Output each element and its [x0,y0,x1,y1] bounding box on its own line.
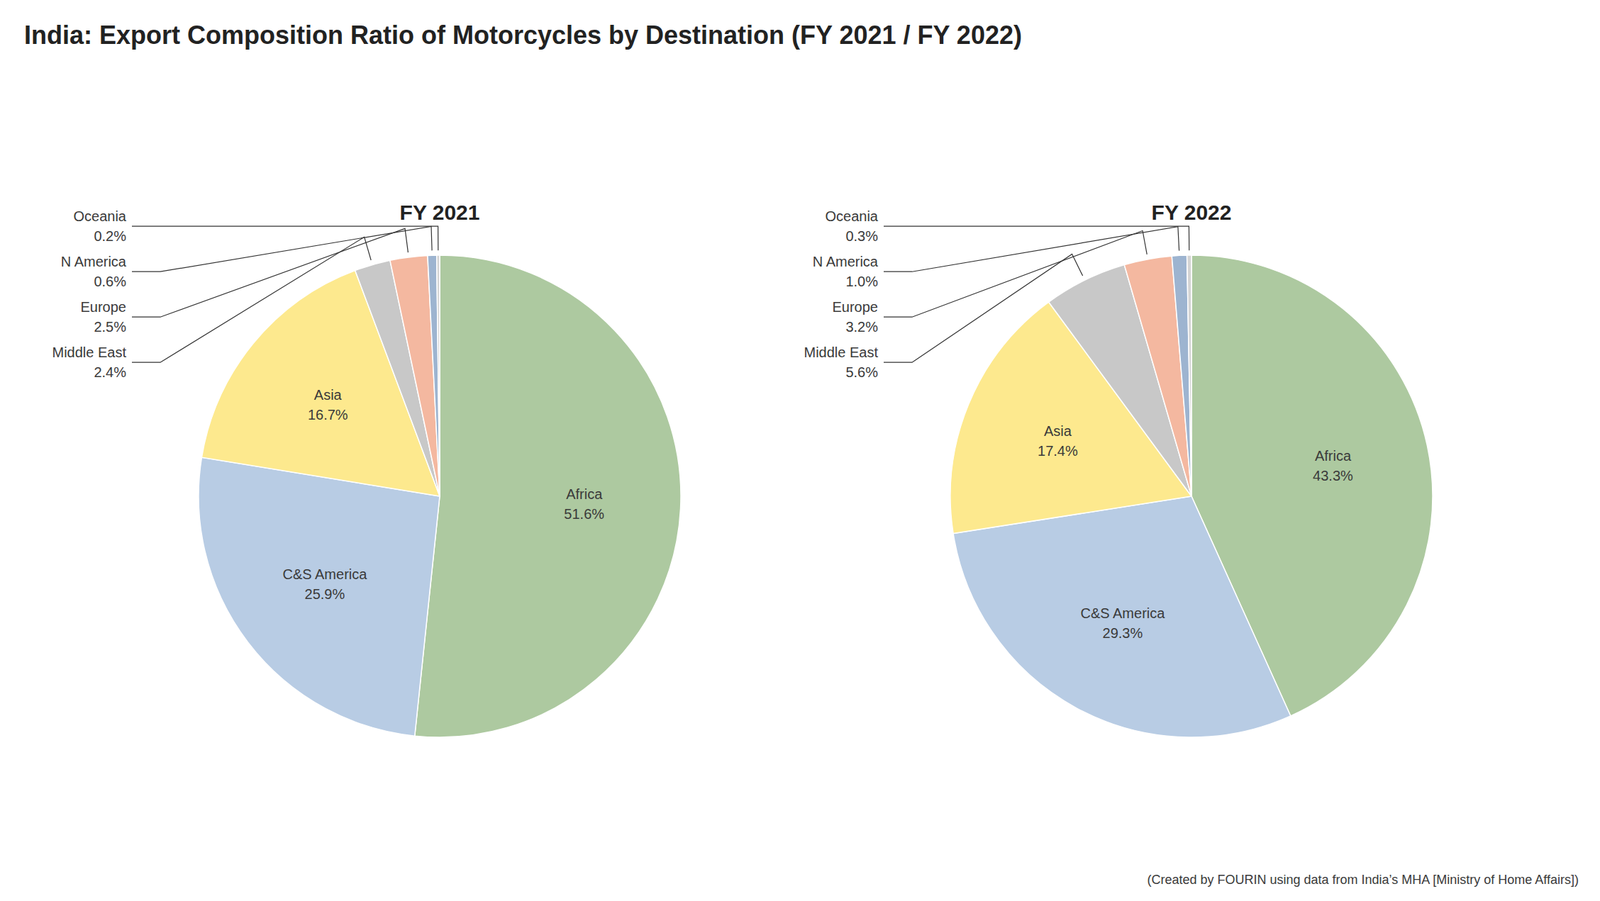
slice [1187,255,1192,497]
label-value: 0.3% [845,228,879,244]
label-category: Oceania [825,208,879,225]
chart-canvas: India: Export Composition Ratio of Motor… [0,0,1600,901]
data-label: C&S America 25.9% [282,566,368,603]
label-value: 3.2% [845,319,879,335]
slice [953,496,1291,738]
data-label: Asia 17.4% [1037,423,1079,459]
data-label: Africa 51.6% [563,486,605,522]
label-value: 25.9% [304,586,346,603]
label-category: C&S America [1080,605,1166,622]
label-value: 1.0% [845,273,879,290]
label-category: N America [812,253,879,270]
label-value: 0.2% [93,228,127,244]
label-category: Asia [1043,423,1073,440]
label-category: N America [60,253,127,270]
label-value: 2.5% [93,319,127,335]
slice [390,255,440,497]
label-category: Africa [1314,448,1352,464]
leader-line [131,228,408,318]
data-labels: Africa 43.3% C&S America 29.3% Asia 17.4% Ocea… [804,208,1354,642]
label-category: Europe [80,299,127,315]
leader-line [131,236,371,363]
label-category: C&S America [282,566,368,583]
label-value: 43.3% [1312,468,1354,484]
slice [427,255,440,497]
leader-line [883,226,1190,251]
label-category: Middle East [804,344,879,361]
label-category: Middle East [52,344,127,361]
label-category: Europe [832,299,879,315]
label-value: 17.4% [1037,443,1079,459]
data-label: Africa 43.3% [1312,448,1354,484]
slice [436,255,440,497]
data-label: Oceania 0.2% [73,208,127,244]
data-label: C&S America 29.3% [1080,605,1166,642]
slice [198,457,440,737]
background [0,0,1600,901]
slice [414,255,681,738]
data-label: Middle East 2.4% [52,344,127,381]
pie-chart: FY 2022 Africa 43.3% C&S America 29.3% Asia 17… [804,200,1434,738]
footnote: (Created by FOURIN using data from India… [1146,873,1579,888]
label-value: 5.6% [845,364,879,381]
data-labels: Africa 51.6% C&S America 25.9% Asia 16.7% Ocea… [52,208,605,603]
label-value: 29.3% [1102,625,1144,642]
leader-line [883,253,1083,363]
label-category: Oceania [73,208,127,225]
slice [1171,255,1192,497]
subtitle: FY 2021 [400,200,481,225]
data-label: Europe 3.2% [832,299,879,335]
label-value: 51.6% [563,506,605,522]
data-label: N America 1.0% [812,253,879,290]
title: India: Export Composition Ratio of Motor… [24,20,1022,50]
leader-line [131,226,439,251]
leader-line [131,226,432,272]
label-value: 16.7% [307,407,349,423]
label-category: Asia [314,387,343,403]
label-value: 0.6% [93,273,127,290]
data-label: Oceania 0.3% [825,208,879,244]
subtitle: FY 2022 [1151,200,1232,225]
data-label: Europe 2.5% [80,299,127,335]
slices [950,255,1433,738]
label-value: 2.4% [93,364,127,381]
data-label: N America 0.6% [60,253,127,290]
slices [198,255,681,738]
pie-chart: FY 2021 Africa 51.6% C&S America 25.9% Asia 16… [52,200,682,738]
label-category: Africa [565,486,603,503]
data-label: Middle East 5.6% [804,344,879,381]
leader-line [883,230,1147,318]
data-label: Asia 16.7% [307,387,349,423]
